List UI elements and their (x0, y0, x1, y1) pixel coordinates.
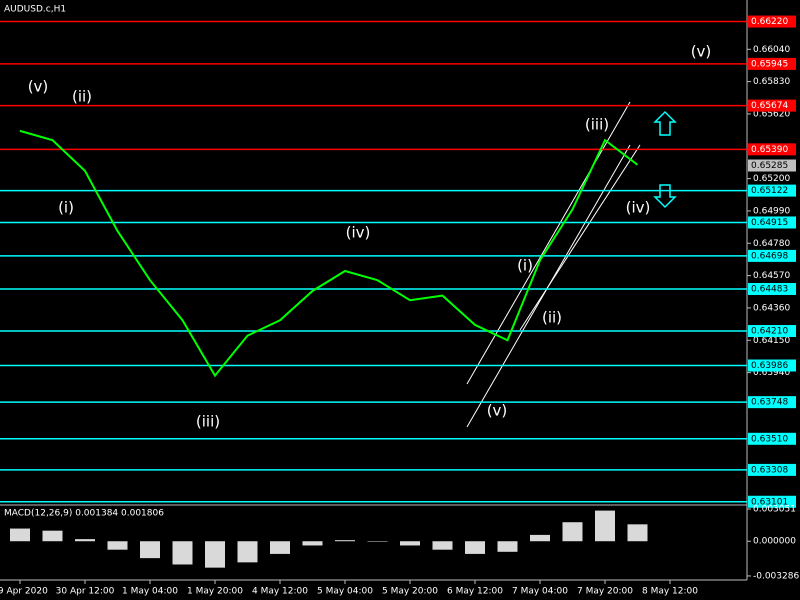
y-tick-label: 0.65830 (753, 77, 790, 87)
channel-line (519, 144, 641, 331)
level-tag (748, 216, 796, 229)
x-tick-label: 6 May 12:00 (447, 587, 503, 597)
x-tick-label: 30 Apr 12:00 (56, 587, 115, 597)
x-tick-label: 1 May 04:00 (122, 587, 178, 597)
level-label: 0.64483 (751, 284, 788, 294)
y-tick-label: 0.003051 (753, 505, 796, 515)
level-tag (748, 325, 796, 338)
x-tick-label: 7 May 20:00 (577, 587, 633, 597)
wave-label: (iv) (346, 224, 371, 242)
down-arrow (653, 184, 677, 209)
wave-label: (i) (517, 257, 533, 275)
level-tag (748, 359, 796, 372)
level-tag (748, 432, 796, 445)
level-label: 0.63101 (751, 497, 788, 507)
macd-bar (42, 530, 63, 542)
macd-bar (530, 534, 550, 542)
up-arrow (653, 110, 677, 136)
macd-bar (205, 541, 225, 568)
level-tag (748, 99, 796, 112)
level-tag (748, 15, 796, 28)
level-tag (748, 396, 796, 409)
level-label: 0.66220 (751, 17, 788, 27)
x-tick-label: 7 May 04:00 (512, 587, 568, 597)
macd-bar (595, 510, 615, 542)
level-label: 0.63308 (751, 465, 788, 475)
x-tick-label: 1 May 20:00 (187, 587, 243, 597)
wave-label: (v) (487, 402, 508, 420)
level-tag (748, 249, 796, 262)
macd-bar (627, 524, 648, 542)
wave-label: (ii) (72, 88, 92, 106)
macd-bar (400, 541, 420, 546)
x-tick-label: 5 May 04:00 (317, 587, 373, 597)
level-label: 0.64698 (751, 251, 788, 261)
macd-bar (172, 541, 193, 565)
macd-bar (465, 541, 485, 554)
level-label: 0.65945 (751, 59, 788, 69)
macd-bar (237, 541, 258, 563)
macd-bar (367, 541, 388, 542)
level-label: 0.65122 (751, 186, 788, 196)
macd-bar (10, 528, 30, 542)
macd-bar (75, 539, 95, 542)
macd-bar (562, 522, 583, 542)
macd-bar (140, 541, 160, 559)
x-tick-label: 8 May 12:00 (642, 587, 698, 597)
level-tag (748, 57, 796, 70)
current-price-tag (748, 159, 796, 172)
macd-bar (432, 541, 453, 550)
wave-label: (ii) (542, 309, 562, 327)
macd-bar (107, 541, 128, 550)
level-tag (748, 143, 796, 156)
macd-title: MACD(12,26,9) 0.001384 0.001806 (4, 509, 164, 519)
y-tick-label: 0.000000 (753, 537, 796, 547)
level-label: 0.65390 (751, 145, 788, 155)
y-tick-label: 0.64150 (753, 336, 790, 346)
level-label: 0.64210 (751, 327, 788, 337)
level-label: 0.63748 (751, 398, 788, 408)
wave-label: (v) (28, 78, 49, 96)
y-tick-label: 0.64570 (753, 271, 790, 281)
x-tick-label: 29 Apr 2020 (0, 587, 48, 597)
level-tag (748, 463, 796, 476)
level-tag (748, 282, 796, 295)
macd-bar (497, 541, 518, 552)
level-label: 0.63510 (751, 434, 788, 444)
wave-label: (iv) (626, 199, 651, 217)
macd-bar (270, 541, 290, 554)
macd-bar (335, 540, 355, 542)
level-tag (748, 495, 796, 508)
y-tick-label: 0.65200 (753, 174, 790, 184)
macd-bar (302, 541, 323, 546)
level-tag (748, 184, 796, 197)
current-price-label: 0.65285 (751, 161, 788, 171)
level-label: 0.63986 (751, 361, 788, 371)
y-tick-label: 0.65620 (753, 109, 790, 119)
y-tick-label: 0.64990 (753, 206, 790, 216)
price-line (19, 129, 639, 378)
wave-label: (i) (58, 199, 74, 217)
wave-label: (iii) (585, 116, 609, 134)
y-tick-label: 0.66040 (753, 45, 790, 55)
y-tick-label: -0.003286 (753, 571, 799, 581)
wave-label: (v) (691, 43, 712, 61)
chart-title: AUDUSD.c,H1 (4, 5, 66, 15)
wave-label: (iii) (196, 413, 220, 431)
x-tick-label: 4 May 12:00 (252, 587, 308, 597)
x-tick-label: 5 May 20:00 (382, 587, 438, 597)
level-label: 0.65674 (751, 101, 788, 111)
y-tick-label: 0.64360 (753, 303, 790, 313)
y-tick-label: 0.64780 (753, 239, 790, 249)
y-tick-label: 0.63940 (753, 368, 790, 378)
level-label: 0.64915 (751, 218, 788, 228)
